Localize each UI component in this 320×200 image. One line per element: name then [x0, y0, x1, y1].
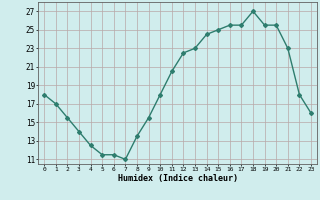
X-axis label: Humidex (Indice chaleur): Humidex (Indice chaleur) — [118, 174, 238, 183]
